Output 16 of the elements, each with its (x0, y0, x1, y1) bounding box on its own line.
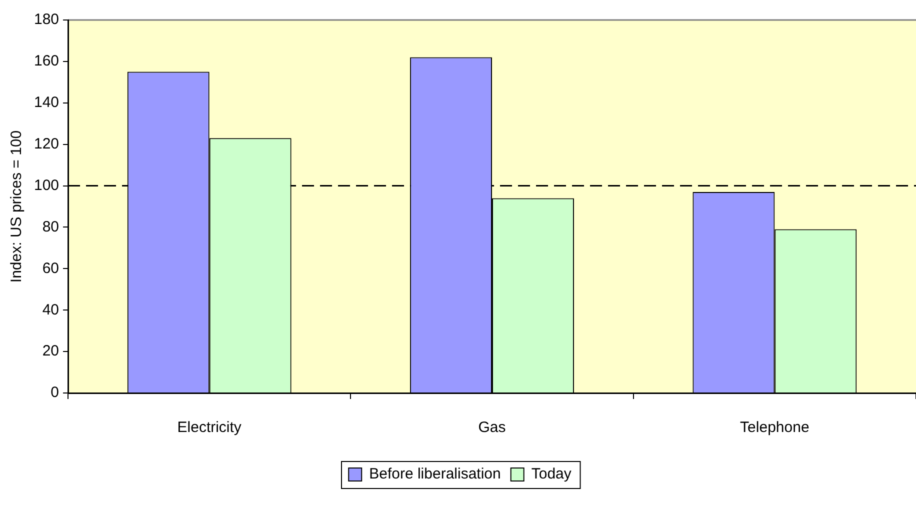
y-tick-label: 160 (34, 52, 60, 70)
legend-label: Today (531, 466, 572, 483)
x-tick-label: Telephone (740, 419, 810, 436)
y-tick-label: 80 (42, 218, 60, 236)
y-tick-label: 120 (34, 135, 60, 152)
y-tick-label: 100 (34, 176, 60, 194)
x-tick-label: Gas (478, 419, 506, 436)
y-tick-label: 180 (34, 11, 60, 28)
y-axis-title: Index: US prices = 100 (8, 130, 26, 283)
y-tick-label: 40 (42, 301, 60, 318)
y-tick-label: 140 (34, 94, 60, 112)
legend-label: Before liberalisation (369, 466, 501, 483)
x-tick-label: Electricity (177, 419, 242, 436)
y-tick-label: 20 (42, 342, 60, 360)
y-tick-label: 0 (50, 384, 60, 402)
y-tick-label: 60 (42, 260, 60, 277)
